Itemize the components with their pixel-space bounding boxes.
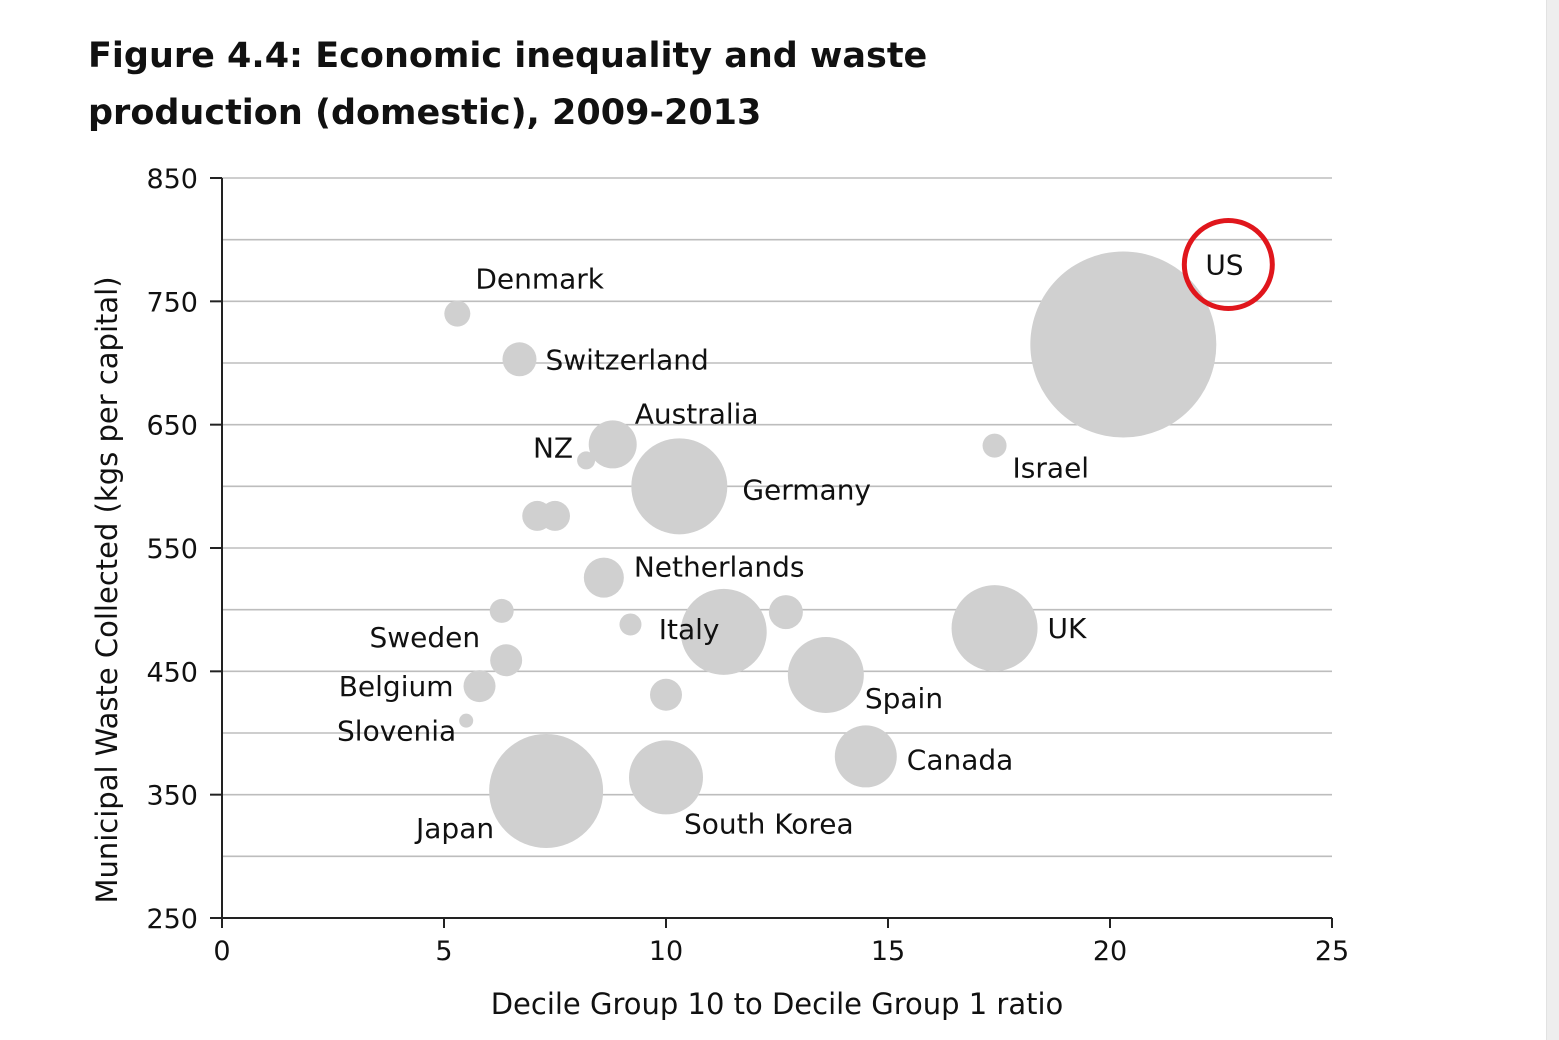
bubble-unlabeled (619, 613, 642, 636)
label-slovenia: Slovenia (337, 715, 456, 748)
y-tick-label: 650 (146, 411, 198, 442)
bubble-switzerland (502, 342, 537, 377)
bubble-canada (834, 725, 897, 788)
bubble-italy (680, 588, 767, 675)
label-israel: Israel (1013, 452, 1090, 485)
bubble-germany (631, 438, 728, 535)
bubble-unlabeled (650, 678, 682, 711)
label-germany: Germany (742, 473, 871, 506)
bubbles (444, 251, 1217, 848)
page-edge-strip (1546, 0, 1559, 1040)
bubble-sweden (490, 644, 523, 677)
bubble-unlabeled (768, 595, 803, 630)
x-tick-label: 10 (649, 936, 683, 967)
y-tick-label: 550 (146, 534, 198, 565)
bubble-unlabeled (540, 500, 570, 531)
label-nz: NZ (533, 431, 573, 464)
bubble-netherlands (583, 557, 624, 598)
tick-labels: 250 350 450 550 650 750 850 0 5 10 15 20 25 (146, 164, 1349, 967)
bubble-spain (787, 637, 864, 714)
label-sweden: Sweden (370, 621, 481, 654)
y-tick-label: 450 (146, 657, 198, 688)
label-us: US (1205, 249, 1243, 282)
label-spain: Spain (865, 682, 943, 715)
bubble-us (1030, 251, 1217, 438)
label-denmark: Denmark (475, 263, 604, 296)
label-japan: Japan (414, 812, 494, 845)
label-australia: Australia (635, 397, 759, 430)
bubble-belgium (463, 670, 496, 703)
label-switzerland: Switzerland (545, 343, 708, 376)
bubble-australia (588, 420, 637, 469)
bubble-israel (982, 433, 1007, 458)
label-italy: Italy (659, 613, 720, 646)
y-axis-title: Municipal Waste Collected (kgs per capit… (90, 276, 124, 903)
bubble-south-korea (629, 740, 703, 815)
bubble-unlabeled (489, 598, 514, 623)
x-tick-label: 20 (1093, 936, 1127, 967)
x-axis-title: Decile Group 10 to Decile Group 1 ratio (491, 987, 1064, 1021)
label-south-korea: South Korea (684, 807, 854, 840)
x-tick-label: 0 (213, 936, 230, 967)
y-tick-label: 750 (146, 287, 198, 318)
bubble-uk (951, 585, 1038, 672)
label-netherlands: Netherlands (634, 551, 805, 584)
x-tick-label: 5 (435, 936, 452, 967)
bubble-japan (489, 733, 604, 848)
y-tick-label: 250 (146, 904, 198, 935)
y-tick-label: 350 (146, 781, 198, 812)
label-canada: Canada (907, 743, 1014, 776)
axes (210, 177, 1333, 928)
x-tick-label: 25 (1315, 936, 1349, 967)
y-tick-label: 850 (146, 164, 198, 195)
x-tick-label: 15 (871, 936, 905, 967)
bubble-nz (577, 451, 596, 470)
label-uk: UK (1048, 612, 1087, 645)
bubble-denmark (444, 300, 471, 327)
point-labels: US Denmark Switzerland Australia NZ Germany Is… (337, 218, 1275, 845)
highlight-circle (1181, 218, 1275, 311)
chart-title: Figure 4.4: Economic inequality and wast… (88, 36, 928, 133)
bubble-slovenia (459, 713, 474, 728)
label-belgium: Belgium (339, 670, 454, 703)
